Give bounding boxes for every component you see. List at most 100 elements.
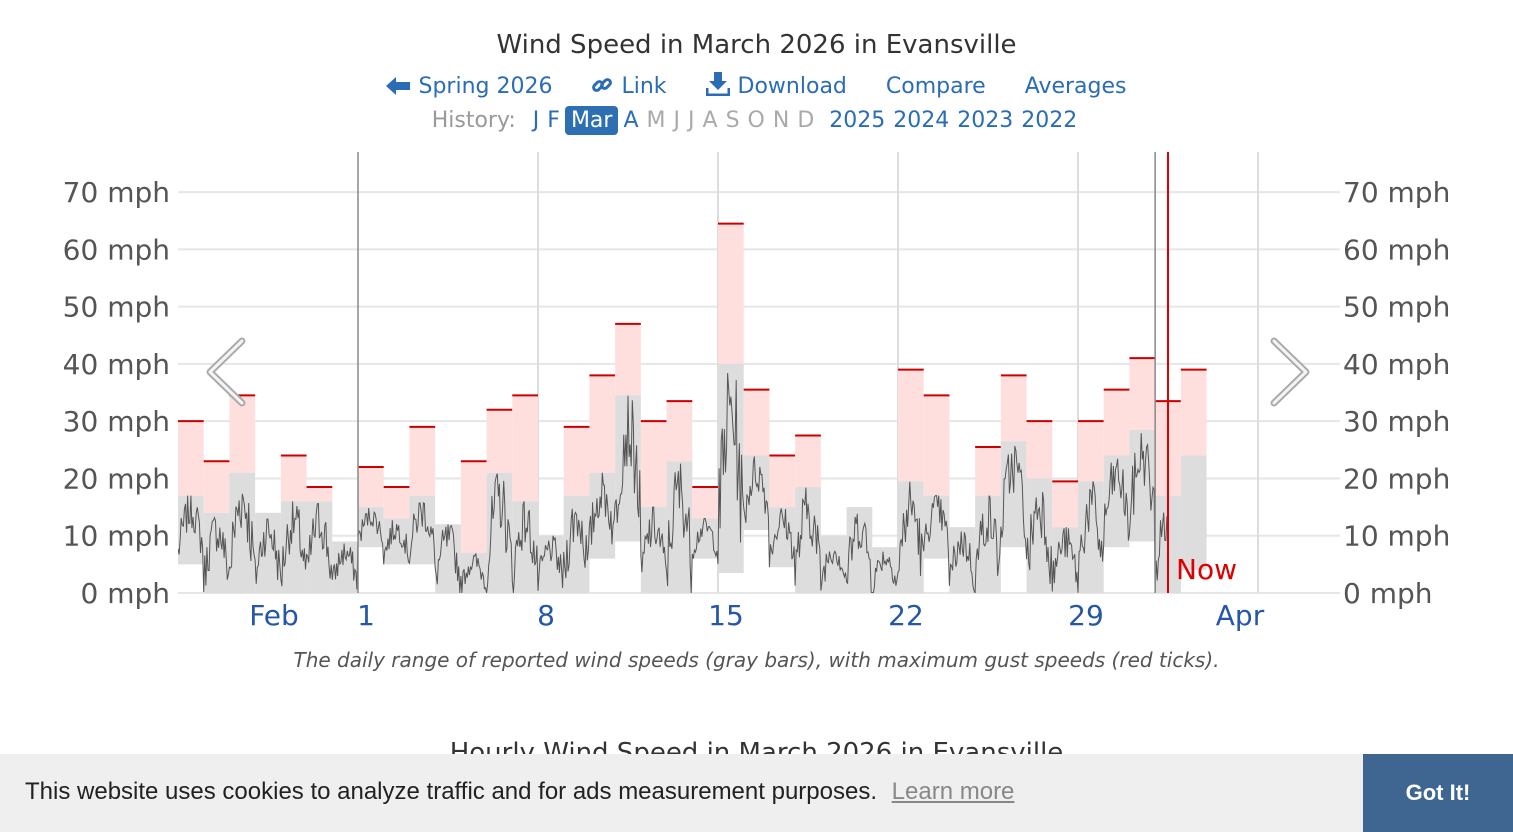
wind-range-bar xyxy=(563,495,590,593)
hourly-wind-trace xyxy=(178,372,1168,593)
next-month-button[interactable] xyxy=(1268,337,1312,411)
now-label: Now xyxy=(1176,553,1237,586)
x-tick-label: 8 xyxy=(537,599,555,632)
y-tick-label-left: 20 mph xyxy=(63,462,170,495)
y-tick-label-left: 50 mph xyxy=(63,291,170,324)
y-tick-label-right: 0 mph xyxy=(1343,577,1433,610)
download-link[interactable]: Download xyxy=(705,72,847,102)
chart-nav: Spring 2026 Link Download Compare Averag… xyxy=(0,72,1513,102)
gust-range-bar xyxy=(306,487,333,502)
download-label[interactable]: Download xyxy=(737,74,847,99)
y-tick-label-left: 30 mph xyxy=(63,405,170,438)
history-year-2022[interactable]: 2022 xyxy=(1021,108,1078,133)
link-icon xyxy=(591,74,613,102)
history-month-4: M xyxy=(646,108,666,133)
link-label[interactable]: Link xyxy=(621,74,667,99)
averages-label[interactable]: Averages xyxy=(1024,74,1127,99)
gust-range-bar xyxy=(460,461,487,553)
y-tick-label-left: 10 mph xyxy=(63,520,170,553)
wind-range-bar xyxy=(280,501,307,593)
x-tick-label: Feb xyxy=(249,599,299,632)
averages-link[interactable]: Averages xyxy=(1025,74,1127,99)
gust-range-bar xyxy=(975,446,1001,496)
history-year-2023[interactable]: 2023 xyxy=(957,108,1014,133)
gust-range-bar xyxy=(743,389,770,456)
back-link[interactable]: Spring 2026 xyxy=(386,74,552,102)
gust-range-bar xyxy=(1000,375,1027,442)
gust-range-bar xyxy=(1052,481,1078,528)
history-month-6: J xyxy=(688,108,695,133)
history-nav: History: J F Mar A M J J A S O N D 2025 2024 2023 2022 xyxy=(0,106,1513,135)
gust-range-bar xyxy=(1129,358,1156,430)
history-month-9: O xyxy=(747,108,765,133)
history-month-10: N xyxy=(772,108,790,133)
got-it-button[interactable]: Got It! xyxy=(1363,754,1513,832)
history-month-0[interactable]: J xyxy=(532,108,540,133)
y-tick-label-right: 10 mph xyxy=(1343,520,1450,553)
x-tick-label: 15 xyxy=(708,599,744,632)
wind-range-bar xyxy=(1103,455,1130,548)
gust-range-bar xyxy=(795,435,821,488)
wind-range-bar xyxy=(1052,527,1078,593)
bars-group xyxy=(178,222,1207,593)
wind-range-bar xyxy=(666,461,693,593)
gust-range-bar xyxy=(383,487,410,519)
gust-range-bar xyxy=(512,395,538,502)
history-month-8: S xyxy=(725,108,740,133)
gust-range-bar xyxy=(1026,421,1053,479)
gust-range-bar xyxy=(203,461,230,513)
history-month-2[interactable]: Mar xyxy=(564,106,619,135)
gust-range-bar xyxy=(615,323,641,396)
gust-range-bar xyxy=(1078,421,1104,482)
chevron-left-icon xyxy=(206,337,246,407)
history-month-1[interactable]: F xyxy=(547,108,560,133)
history-year-2024[interactable]: 2024 xyxy=(893,108,950,133)
y-tick-label-left: 40 mph xyxy=(63,348,170,381)
prev-month-button[interactable] xyxy=(204,337,248,411)
y-tick-label-right: 40 mph xyxy=(1343,348,1450,381)
download-icon xyxy=(705,72,731,102)
back-link-label[interactable]: Spring 2026 xyxy=(418,74,553,99)
gust-range-bar xyxy=(409,426,436,496)
x-tick-label: 1 xyxy=(357,599,375,632)
gust-range-bar xyxy=(769,455,796,508)
wind-range-bar xyxy=(743,455,770,530)
history-month-7: A xyxy=(702,108,718,133)
wind-range-bar xyxy=(846,507,873,593)
chevron-right-icon xyxy=(1270,337,1310,407)
gust-range-bar xyxy=(178,421,204,496)
gust-range-bar xyxy=(1103,389,1130,456)
x-tick-label: 22 xyxy=(888,599,924,632)
gust-range-bar xyxy=(640,421,667,508)
permalink[interactable]: Link xyxy=(591,74,667,102)
y-tick-label-left: 70 mph xyxy=(63,176,170,209)
wind-range-bar xyxy=(692,518,718,559)
gust-range-bar xyxy=(692,487,718,519)
wind-range-bar xyxy=(1078,481,1104,593)
wind-range-bar xyxy=(923,495,950,559)
cookie-banner: This website uses cookies to analyze tra… xyxy=(0,754,1513,832)
gust-range-bar xyxy=(923,395,950,496)
wind-range-bar xyxy=(820,535,847,593)
cookie-message-text: This website uses cookies to analyze tra… xyxy=(25,778,877,805)
gust-range-bar xyxy=(563,426,590,496)
gust-range-bar xyxy=(718,223,744,364)
history-month-11: D xyxy=(797,108,815,133)
compare-link[interactable]: Compare xyxy=(886,74,986,99)
history-year-2025[interactable]: 2025 xyxy=(829,108,886,133)
y-tick-label-left: 60 mph xyxy=(63,233,170,266)
history-years: 2025 2024 2023 2022 xyxy=(825,108,1081,133)
wind-speed-chart: 0 mph 0 mph 10 mph 10 mph 20 mph 20 mph 30 mph… xyxy=(63,152,1450,632)
history-month-5: J xyxy=(673,108,681,133)
learn-more-link[interactable]: Learn more xyxy=(891,778,1015,805)
gust-range-bar xyxy=(280,455,307,502)
gust-range-bar xyxy=(229,395,256,473)
page-title: Wind Speed in March 2026 in Evansville xyxy=(496,30,1017,60)
gust-range-bar xyxy=(1180,369,1207,456)
x-tick-label: Apr xyxy=(1216,599,1265,632)
gust-range-bar xyxy=(898,369,924,482)
compare-label[interactable]: Compare xyxy=(885,74,986,99)
history-months: J F Mar A M J J A S O N D xyxy=(529,106,819,135)
history-month-3[interactable]: A xyxy=(623,108,639,133)
history-label: History: xyxy=(431,108,516,133)
